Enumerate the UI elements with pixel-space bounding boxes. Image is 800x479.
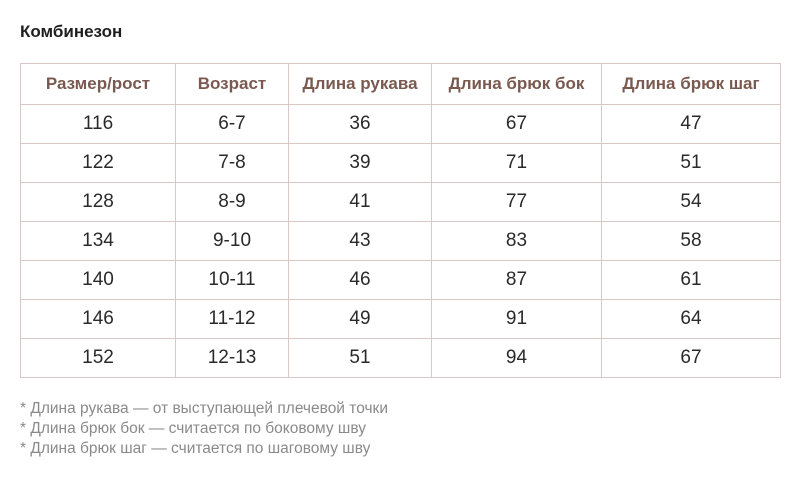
cell-sleeve: 36: [288, 104, 432, 144]
cell-age: 11-12: [175, 299, 289, 339]
cell-side: 83: [431, 221, 602, 261]
table-row: 122 7-8 39 71 51: [20, 143, 781, 183]
cell-size: 146: [20, 299, 176, 339]
cell-inseam: 51: [601, 143, 781, 183]
cell-size: 128: [20, 182, 176, 222]
cell-side: 87: [431, 260, 602, 300]
cell-side: 94: [431, 338, 602, 378]
cell-inseam: 64: [601, 299, 781, 339]
cell-size: 152: [20, 338, 176, 378]
footnote-trouser-inseam: * Длина брюк шаг — считается по шаговому…: [20, 440, 371, 457]
cell-inseam: 67: [601, 338, 781, 378]
cell-sleeve: 51: [288, 338, 432, 378]
header-trouser-inseam-length: Длина брюк шаг: [601, 63, 781, 105]
cell-side: 91: [431, 299, 602, 339]
cell-age: 7-8: [175, 143, 289, 183]
page-title: Комбинезон: [20, 22, 123, 41]
cell-inseam: 58: [601, 221, 781, 261]
cell-inseam: 47: [601, 104, 781, 144]
cell-side: 67: [431, 104, 602, 144]
cell-age: 12-13: [175, 338, 289, 378]
cell-size: 116: [20, 104, 176, 144]
cell-size: 122: [20, 143, 176, 183]
cell-inseam: 61: [601, 260, 781, 300]
table-row: 128 8-9 41 77 54: [20, 182, 781, 222]
cell-sleeve: 41: [288, 182, 432, 222]
header-size-height: Размер/рост: [20, 63, 176, 105]
footnote-sleeve: * Длина рукава — от выступающей плечевой…: [20, 400, 388, 417]
size-table: Размер/рост Возраст Длина рукава Длина б…: [20, 63, 781, 378]
footnotes: * Длина рукава — от выступающей плечевой…: [20, 399, 388, 459]
table-row: 134 9-10 43 83 58: [20, 221, 781, 261]
table-row: 140 10-11 46 87 61: [20, 260, 781, 300]
cell-sleeve: 49: [288, 299, 432, 339]
cell-sleeve: 43: [288, 221, 432, 261]
cell-age: 10-11: [175, 260, 289, 300]
table-header-row: Размер/рост Возраст Длина рукава Длина б…: [20, 63, 781, 105]
table-row: 146 11-12 49 91 64: [20, 299, 781, 339]
cell-sleeve: 46: [288, 260, 432, 300]
header-sleeve-length: Длина рукава: [288, 63, 432, 105]
cell-size: 140: [20, 260, 176, 300]
cell-side: 71: [431, 143, 602, 183]
cell-age: 9-10: [175, 221, 289, 261]
header-trouser-side-length: Длина брюк бок: [431, 63, 602, 105]
cell-side: 77: [431, 182, 602, 222]
footnote-trouser-side: * Длина брюк бок — считается по боковому…: [20, 420, 367, 437]
cell-age: 8-9: [175, 182, 289, 222]
cell-sleeve: 39: [288, 143, 432, 183]
header-age: Возраст: [175, 63, 289, 105]
table-row: 116 6-7 36 67 47: [20, 104, 781, 144]
cell-size: 134: [20, 221, 176, 261]
cell-inseam: 54: [601, 182, 781, 222]
table-row: 152 12-13 51 94 67: [20, 338, 781, 378]
cell-age: 6-7: [175, 104, 289, 144]
